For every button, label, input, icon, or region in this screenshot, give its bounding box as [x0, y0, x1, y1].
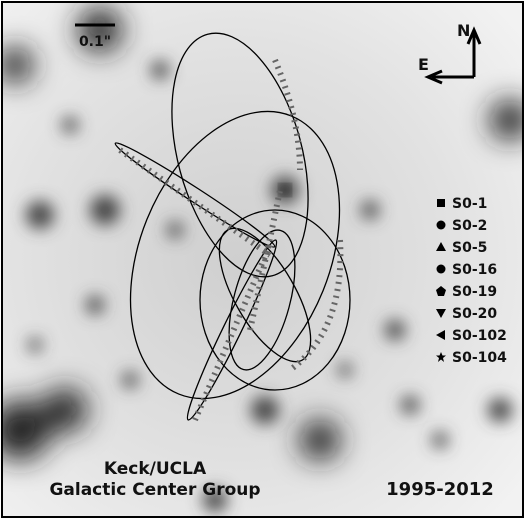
- legend-marker: [436, 330, 445, 340]
- scale-label: 0.1": [79, 34, 111, 50]
- legend-label: S0-5: [452, 240, 487, 256]
- orbits: [114, 32, 351, 421]
- credit-line: Galactic Center Group: [49, 480, 260, 500]
- compass-arrows: [424, 26, 482, 85]
- credit-line: Keck/UCLA: [104, 459, 207, 479]
- legend-label: S0-19: [452, 284, 497, 300]
- years: 1995-2012: [386, 479, 494, 500]
- legend-marker: [436, 286, 446, 296]
- legend-label: S0-16: [452, 262, 497, 278]
- legend: S0-1 S0-2 S0-5 S0-16 S0-19 S0-20 S0-102 S0-104: [436, 196, 507, 366]
- legend-marker: [436, 264, 446, 274]
- legend-marker: [436, 309, 446, 318]
- legend-label: S0-104: [452, 350, 507, 366]
- compass-north: N: [457, 21, 470, 40]
- legend-label: S0-2: [452, 218, 487, 234]
- legend-label: S0-102: [452, 328, 507, 344]
- legend-label: S0-20: [452, 306, 497, 322]
- legend-marker: [436, 352, 446, 362]
- legend-marker: [437, 199, 445, 207]
- legend-label: S0-1: [452, 196, 487, 212]
- legend-marker: [436, 220, 446, 230]
- data-points: [118, 58, 344, 422]
- legend-marker: [436, 242, 446, 251]
- compass-east: E: [418, 55, 429, 74]
